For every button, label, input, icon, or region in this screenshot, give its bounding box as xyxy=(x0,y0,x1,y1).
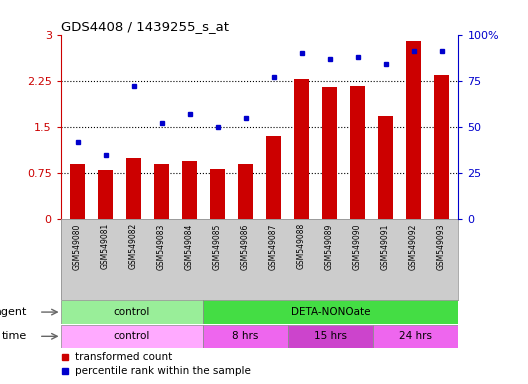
Text: GSM549082: GSM549082 xyxy=(129,223,138,270)
Text: GSM549092: GSM549092 xyxy=(409,223,418,270)
Text: GSM549081: GSM549081 xyxy=(101,223,110,270)
Bar xyxy=(126,158,141,219)
Text: 24 hrs: 24 hrs xyxy=(399,331,432,341)
Bar xyxy=(238,164,253,219)
Bar xyxy=(266,136,281,219)
Text: GSM549093: GSM549093 xyxy=(437,223,446,270)
Text: GSM549080: GSM549080 xyxy=(73,223,82,270)
Text: control: control xyxy=(114,307,150,317)
Bar xyxy=(322,87,337,219)
Text: control: control xyxy=(114,331,150,341)
Text: time: time xyxy=(2,331,27,341)
Bar xyxy=(294,79,309,219)
Bar xyxy=(154,164,169,219)
Bar xyxy=(203,325,288,348)
Text: transformed count: transformed count xyxy=(74,352,172,362)
Text: 15 hrs: 15 hrs xyxy=(314,331,347,341)
Text: GSM549088: GSM549088 xyxy=(297,223,306,270)
Text: DETA-NONOate: DETA-NONOate xyxy=(291,307,370,317)
Text: agent: agent xyxy=(0,307,27,317)
Text: GSM549084: GSM549084 xyxy=(185,223,194,270)
Text: percentile rank within the sample: percentile rank within the sample xyxy=(74,366,250,376)
Text: GSM549086: GSM549086 xyxy=(241,223,250,270)
Bar xyxy=(61,300,203,324)
Bar xyxy=(61,325,203,348)
Bar xyxy=(210,169,225,219)
Bar xyxy=(373,325,458,348)
Bar xyxy=(203,300,458,324)
Text: GSM549085: GSM549085 xyxy=(213,223,222,270)
Bar xyxy=(288,325,373,348)
Bar xyxy=(350,86,365,219)
Text: GSM549087: GSM549087 xyxy=(269,223,278,270)
Bar xyxy=(98,170,113,219)
Text: GSM549090: GSM549090 xyxy=(353,223,362,270)
Bar xyxy=(378,116,393,219)
Text: GSM549083: GSM549083 xyxy=(157,223,166,270)
Bar xyxy=(182,161,197,219)
Bar xyxy=(70,164,85,219)
Bar xyxy=(406,41,421,219)
Text: 8 hrs: 8 hrs xyxy=(232,331,259,341)
Text: GSM549091: GSM549091 xyxy=(381,223,390,270)
Bar xyxy=(434,74,449,219)
Text: GDS4408 / 1439255_s_at: GDS4408 / 1439255_s_at xyxy=(61,20,229,33)
Text: GSM549089: GSM549089 xyxy=(325,223,334,270)
